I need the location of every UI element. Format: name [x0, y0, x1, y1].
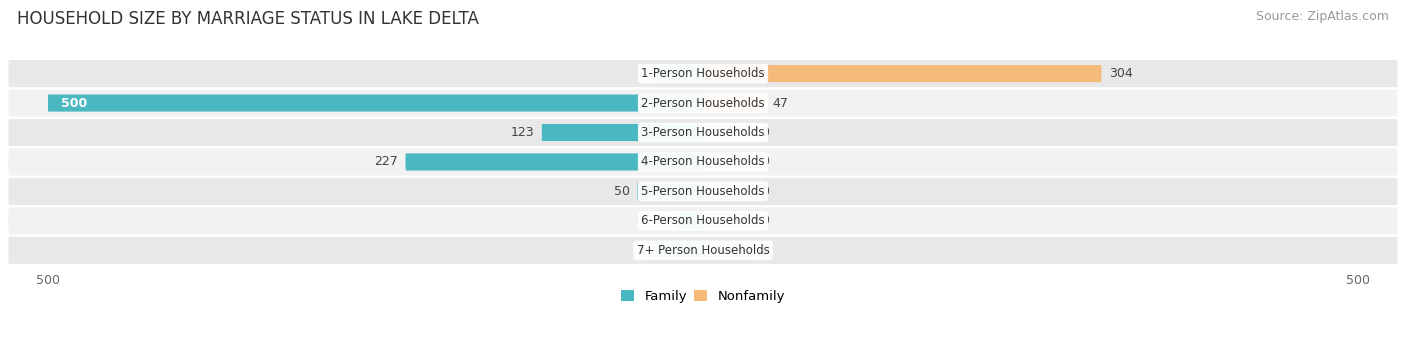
Text: 0: 0: [761, 126, 769, 139]
Text: 4-Person Households: 4-Person Households: [641, 155, 765, 168]
FancyBboxPatch shape: [8, 60, 1398, 87]
Text: 50: 50: [613, 185, 630, 198]
Text: 0: 0: [637, 244, 645, 257]
Text: 0: 0: [761, 155, 769, 168]
Text: 500: 500: [60, 97, 87, 109]
Text: 47: 47: [772, 97, 789, 109]
FancyBboxPatch shape: [703, 94, 765, 112]
Text: 123: 123: [510, 126, 534, 139]
Text: 5-Person Households: 5-Person Households: [641, 185, 765, 198]
Legend: Family, Nonfamily: Family, Nonfamily: [616, 284, 790, 308]
Text: 0: 0: [761, 214, 769, 227]
FancyBboxPatch shape: [405, 153, 703, 170]
Text: 1-Person Households: 1-Person Households: [641, 67, 765, 80]
FancyBboxPatch shape: [8, 119, 1398, 146]
FancyBboxPatch shape: [8, 148, 1398, 176]
FancyBboxPatch shape: [678, 212, 703, 229]
FancyBboxPatch shape: [703, 65, 1101, 82]
FancyBboxPatch shape: [703, 183, 752, 200]
FancyBboxPatch shape: [8, 237, 1398, 264]
FancyBboxPatch shape: [654, 242, 703, 259]
FancyBboxPatch shape: [654, 65, 703, 82]
Text: HOUSEHOLD SIZE BY MARRIAGE STATUS IN LAKE DELTA: HOUSEHOLD SIZE BY MARRIAGE STATUS IN LAK…: [17, 10, 479, 28]
Text: Source: ZipAtlas.com: Source: ZipAtlas.com: [1256, 10, 1389, 23]
Text: 19: 19: [654, 214, 671, 227]
FancyBboxPatch shape: [703, 153, 752, 170]
Text: 2-Person Households: 2-Person Households: [641, 97, 765, 109]
Text: 0: 0: [637, 67, 645, 80]
Text: 0: 0: [761, 244, 769, 257]
FancyBboxPatch shape: [637, 183, 703, 200]
FancyBboxPatch shape: [8, 207, 1398, 234]
FancyBboxPatch shape: [48, 94, 703, 112]
FancyBboxPatch shape: [8, 89, 1398, 117]
FancyBboxPatch shape: [703, 242, 752, 259]
Text: 7+ Person Households: 7+ Person Households: [637, 244, 769, 257]
Text: 227: 227: [374, 155, 398, 168]
FancyBboxPatch shape: [8, 178, 1398, 205]
Text: 0: 0: [761, 185, 769, 198]
Text: 304: 304: [1109, 67, 1133, 80]
Text: 3-Person Households: 3-Person Households: [641, 126, 765, 139]
FancyBboxPatch shape: [541, 124, 703, 141]
FancyBboxPatch shape: [703, 124, 752, 141]
Text: 6-Person Households: 6-Person Households: [641, 214, 765, 227]
FancyBboxPatch shape: [703, 212, 752, 229]
